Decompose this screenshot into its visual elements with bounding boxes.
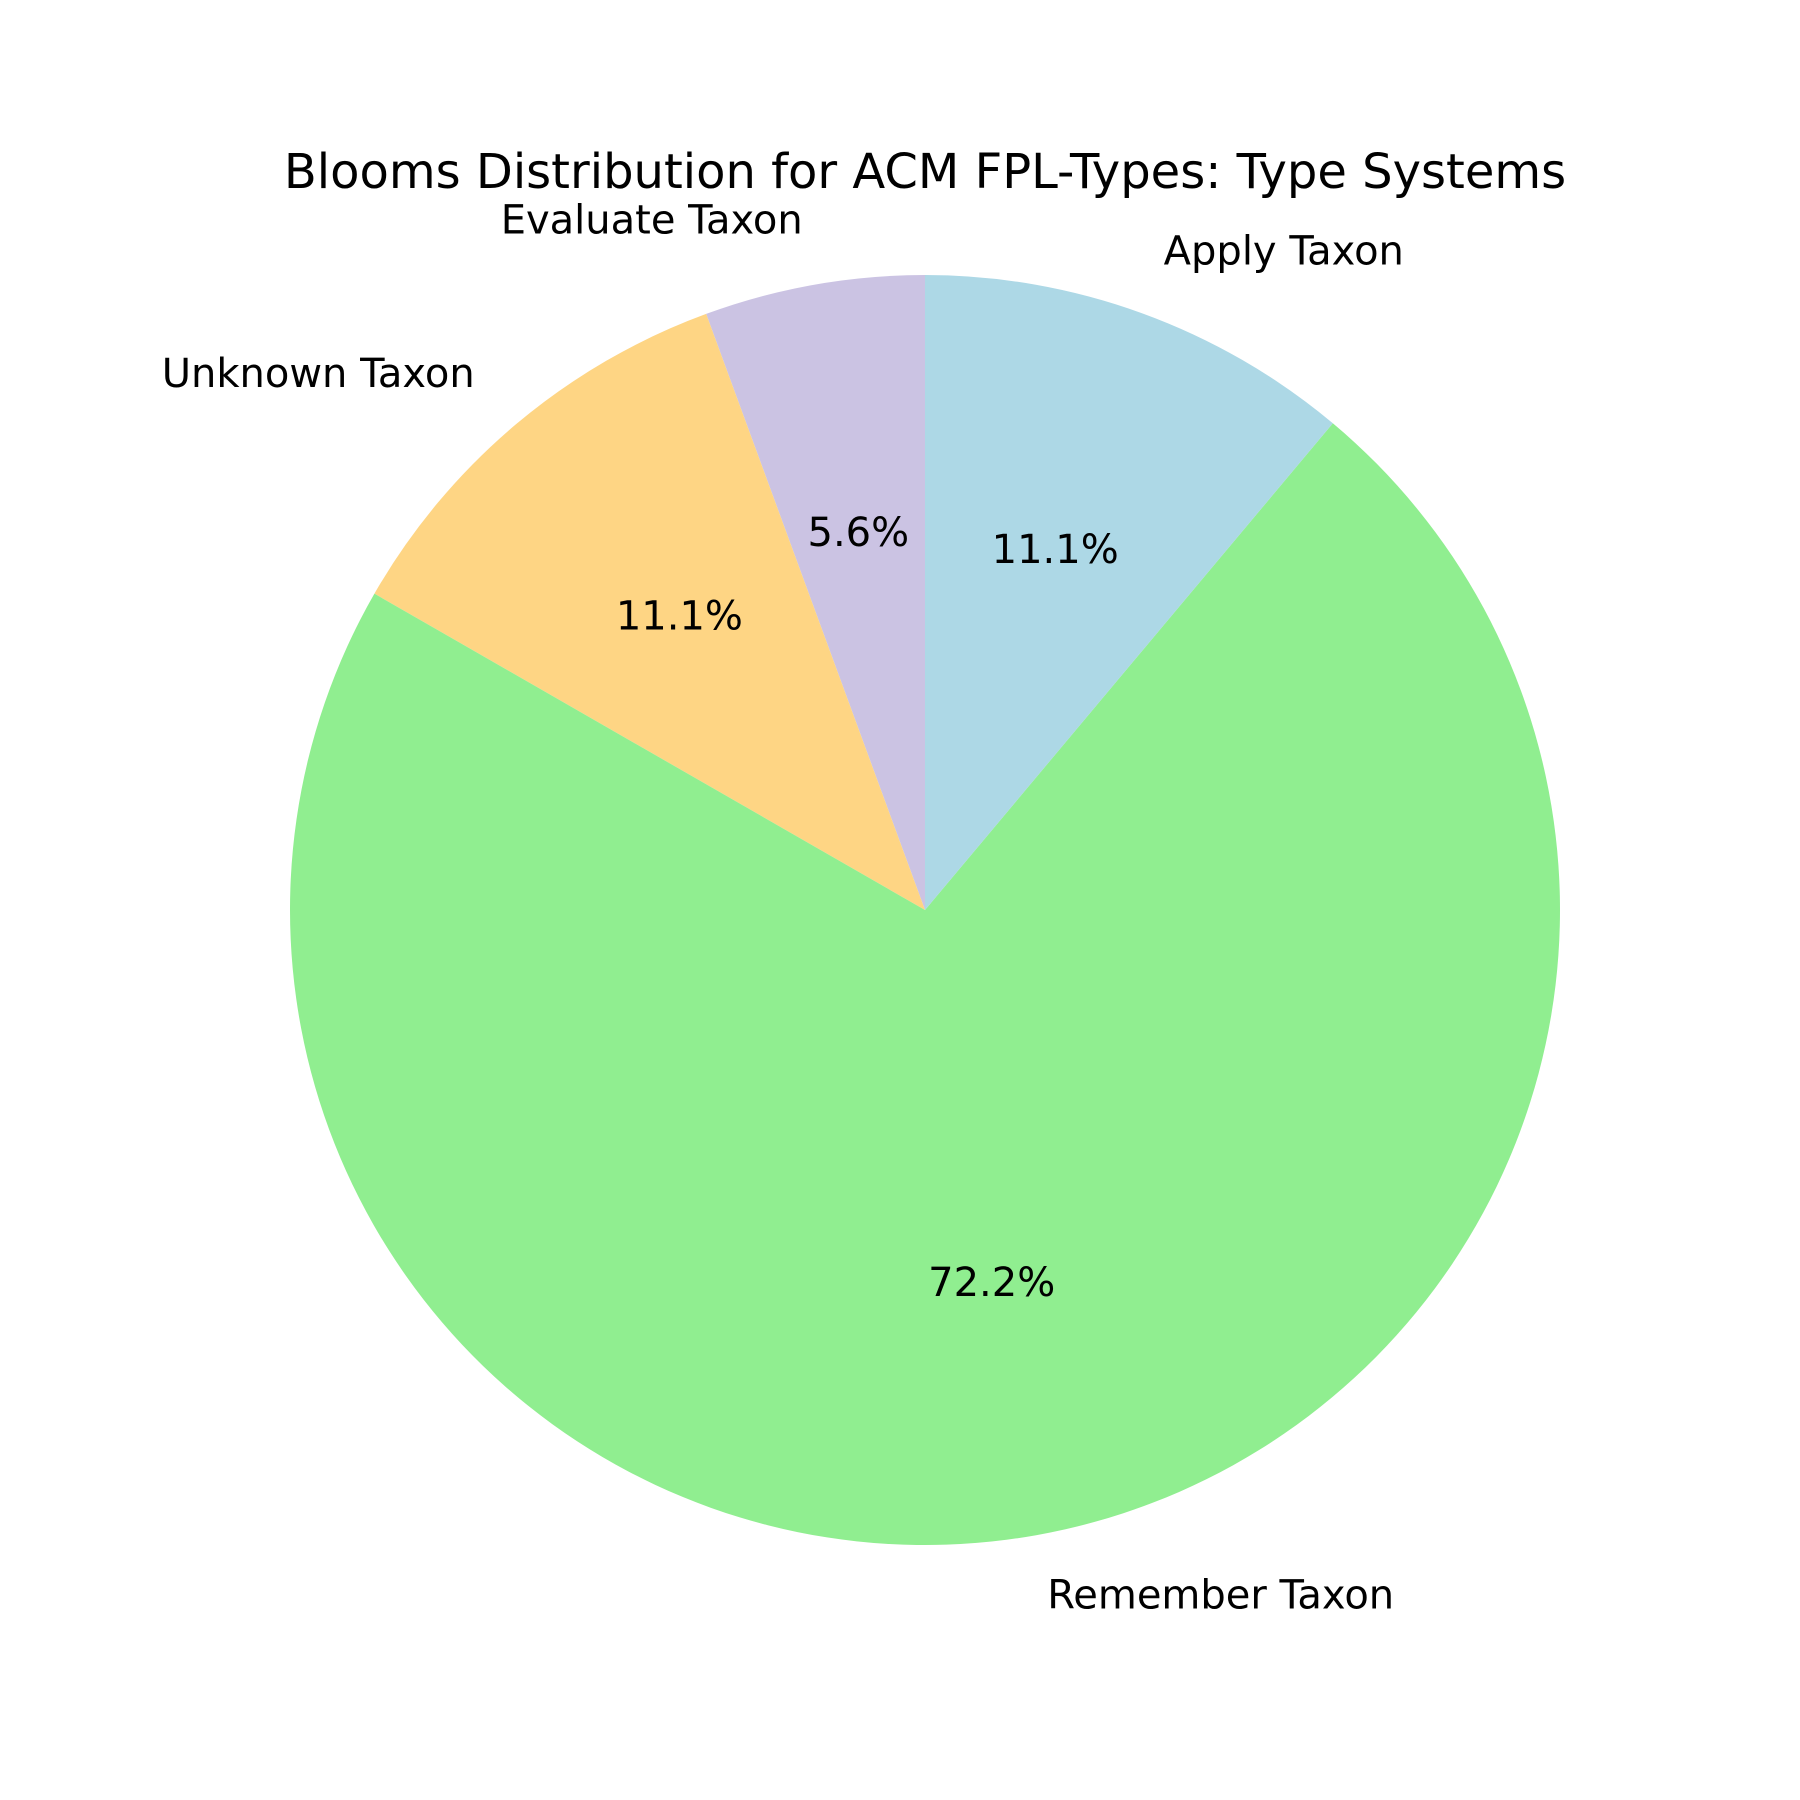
slice-label-apply-taxon: Apply Taxon bbox=[1164, 229, 1404, 275]
slice-percent-evaluate-taxon: 5.6% bbox=[808, 510, 910, 556]
slice-label-remember-taxon: Remember Taxon bbox=[1047, 1573, 1394, 1619]
pie-slice-evaluate-taxon bbox=[706, 275, 925, 910]
pie-slice-apply-taxon bbox=[925, 275, 1333, 910]
pie-slice-remember-taxon bbox=[290, 423, 1561, 1545]
pie-labels: Evaluate Taxon 5.6% Unknown Taxon 11.1% Reme… bbox=[162, 197, 1404, 1618]
slice-label-evaluate-taxon: Evaluate Taxon bbox=[501, 197, 803, 243]
slice-label-unknown-taxon: Unknown Taxon bbox=[162, 351, 475, 397]
chart-title: Blooms Distribution for ACM FPL-Types: T… bbox=[284, 144, 1566, 200]
pie-slices bbox=[290, 275, 1561, 1545]
slice-percent-apply-taxon: 11.1% bbox=[992, 527, 1119, 573]
slice-percent-remember-taxon: 72.2% bbox=[928, 1260, 1055, 1306]
slice-percent-unknown-taxon: 11.1% bbox=[616, 594, 743, 640]
pie-slice-unknown-taxon bbox=[374, 313, 925, 910]
